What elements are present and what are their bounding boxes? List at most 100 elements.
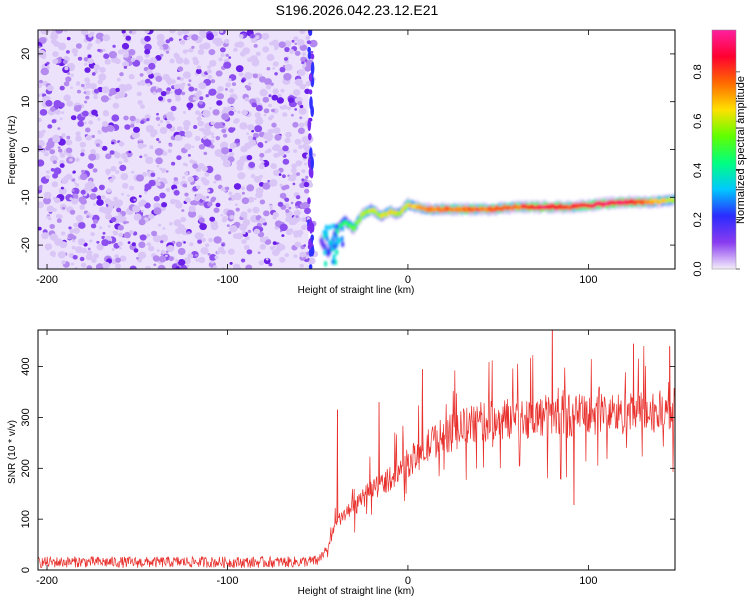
noise-blob bbox=[183, 241, 186, 244]
noise-blob bbox=[170, 105, 177, 112]
noise-blob bbox=[210, 220, 218, 228]
snr-y-tick-label: 400 bbox=[20, 357, 32, 375]
noise-blob bbox=[88, 120, 94, 125]
noise-blob bbox=[265, 258, 269, 261]
noise-blob bbox=[247, 124, 255, 131]
noise-blob bbox=[138, 201, 145, 207]
noise-blob bbox=[50, 106, 56, 112]
noise-blob bbox=[39, 37, 47, 44]
noise-blob bbox=[59, 85, 65, 91]
noise-blob bbox=[165, 50, 170, 54]
noise-blob bbox=[246, 184, 255, 192]
noise-blob bbox=[95, 39, 101, 44]
noise-blob bbox=[131, 242, 136, 247]
noise-blob bbox=[210, 198, 216, 203]
noise-blob bbox=[253, 176, 262, 183]
noise-blob bbox=[199, 128, 202, 131]
noise-blob bbox=[156, 33, 165, 42]
signal-branch-blob bbox=[331, 223, 336, 230]
noise-blob bbox=[118, 232, 124, 238]
noise-blob bbox=[197, 120, 204, 127]
noise-blob bbox=[111, 114, 120, 122]
noise-blob bbox=[203, 151, 208, 156]
noise-blob bbox=[255, 229, 258, 233]
noise-blob bbox=[210, 144, 215, 149]
snr-frame bbox=[37, 329, 676, 571]
noise-blob bbox=[65, 139, 73, 146]
noise-blob bbox=[161, 202, 168, 208]
noise-blob bbox=[241, 239, 247, 245]
snr-y-tick-label: 200 bbox=[20, 459, 32, 477]
noise-blob bbox=[229, 142, 237, 149]
noise-blob bbox=[95, 143, 100, 147]
noise-blob bbox=[240, 258, 246, 263]
noise-blob bbox=[102, 48, 106, 52]
noise-blob bbox=[166, 120, 170, 125]
noise-blob bbox=[157, 176, 161, 181]
noise-blob bbox=[262, 96, 270, 103]
noise-blob bbox=[252, 73, 258, 79]
noise-blob bbox=[215, 202, 221, 208]
noise-blob bbox=[168, 256, 174, 262]
noise-blob bbox=[145, 78, 151, 84]
noise-blob bbox=[57, 146, 61, 149]
noise-blob bbox=[176, 126, 183, 132]
noise-blob bbox=[267, 56, 273, 61]
noise-blob bbox=[274, 47, 278, 51]
noise-blob bbox=[97, 48, 101, 52]
noise-blob bbox=[111, 247, 115, 251]
noise-blob bbox=[271, 122, 277, 128]
noise-blob bbox=[294, 78, 303, 87]
noise-blob bbox=[297, 101, 303, 106]
noise-blob bbox=[46, 61, 50, 65]
spectrogram-y-label: Frequency (Hz) bbox=[7, 116, 18, 185]
noise-blob bbox=[124, 124, 131, 130]
noise-blob bbox=[128, 49, 136, 56]
noise-blob bbox=[293, 254, 298, 258]
noise-blob bbox=[309, 39, 318, 48]
noise-blob bbox=[139, 234, 147, 241]
noise-blob bbox=[195, 258, 200, 262]
noise-blob bbox=[181, 82, 186, 87]
noise-blob bbox=[66, 147, 73, 154]
noise-blob bbox=[55, 30, 64, 34]
colorbar-tick-label: 0.4 bbox=[692, 163, 704, 178]
noise-blob bbox=[266, 148, 272, 153]
noise-blob bbox=[139, 73, 144, 77]
noise-blob bbox=[208, 49, 216, 56]
noise-blob bbox=[46, 85, 54, 92]
noise-blob bbox=[175, 259, 179, 263]
noise-blob bbox=[304, 207, 311, 215]
noise-blob bbox=[224, 38, 230, 44]
noise-blob bbox=[229, 215, 235, 220]
noise-blob bbox=[305, 35, 311, 40]
noise-blob bbox=[208, 237, 213, 243]
noise-blob bbox=[269, 179, 278, 187]
noise-blob bbox=[202, 109, 211, 118]
noise-blob bbox=[156, 182, 161, 187]
noise-blob bbox=[192, 163, 199, 169]
noise-blob bbox=[97, 79, 103, 85]
noise-blob bbox=[229, 225, 238, 233]
snr-y-tick-label: 0 bbox=[20, 567, 32, 573]
noise-blob bbox=[80, 173, 88, 181]
signal-track-blob bbox=[320, 239, 324, 244]
noise-blob bbox=[207, 201, 213, 207]
noise-blob bbox=[162, 151, 168, 156]
noise-blob bbox=[63, 30, 68, 33]
noise-blob bbox=[295, 215, 299, 219]
noise-blob bbox=[162, 73, 170, 81]
noise-blob bbox=[261, 161, 265, 164]
noise-blob bbox=[52, 58, 59, 64]
noise-blob bbox=[57, 251, 66, 259]
noise-blob bbox=[259, 158, 263, 161]
noise-blob bbox=[85, 253, 93, 261]
noise-blob bbox=[279, 66, 286, 73]
colorbar-label: Normalized spectral amplitude bbox=[735, 76, 747, 224]
noise-blob bbox=[75, 183, 80, 187]
noise-blob bbox=[123, 52, 129, 58]
signal-branch-blob bbox=[341, 241, 345, 248]
noise-blob bbox=[38, 82, 43, 89]
noise-blob bbox=[118, 246, 122, 250]
